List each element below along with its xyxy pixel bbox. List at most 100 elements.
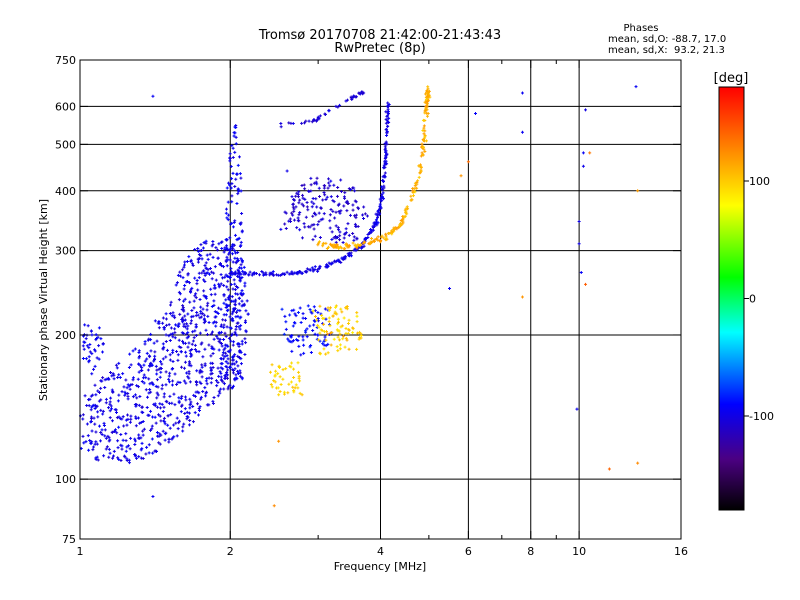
data-point [301,338,305,342]
data-point [126,444,130,448]
data-point [298,270,302,274]
data-point [268,370,272,374]
data-point [278,273,282,277]
data-point [292,388,296,392]
data-point [162,345,166,349]
data-point [286,391,290,395]
data-point [294,205,298,209]
y-tick-label: 300 [55,245,76,258]
data-point [170,383,174,387]
data-point [334,104,338,108]
data-point [287,121,291,125]
data-point [160,387,164,391]
data-point [129,436,133,440]
data-point [177,345,181,349]
data-point [335,312,339,316]
data-point [319,218,323,222]
data-point [137,403,141,407]
data-point [409,194,413,198]
data-point [131,349,135,353]
data-point [379,198,383,202]
data-point [167,377,171,381]
data-point [317,211,321,215]
data-point [237,371,241,375]
data-point [244,330,248,334]
data-point [404,210,408,214]
data-point [520,295,524,299]
data-point [291,385,295,389]
data-point [220,362,224,366]
data-point [229,348,233,352]
data-point [247,273,251,277]
data-point [316,333,320,337]
data-point [403,214,407,218]
data-point [136,377,140,381]
data-point [133,437,137,441]
data-point [321,198,325,202]
data-point [199,243,203,247]
data-point [163,432,167,436]
data-point [403,208,407,212]
data-point [206,301,210,305]
data-point [229,267,233,271]
data-point [312,227,316,231]
data-point [173,316,177,320]
data-point [117,415,121,419]
data-point [347,187,351,191]
data-point [199,397,203,401]
data-point [182,287,186,291]
data-point [309,343,313,347]
data-point [110,430,114,434]
data-point [301,193,305,197]
data-point [294,383,298,387]
data-point [157,326,161,330]
data-point [226,200,230,204]
data-point [607,467,611,471]
data-point [153,319,157,323]
data-point [297,374,301,378]
data-point [235,202,239,206]
data-point [370,240,374,244]
data-point [292,209,296,213]
data-point [584,108,588,112]
data-point [336,236,340,240]
data-point [123,393,127,397]
data-point [202,278,206,282]
x-tick-label: 16 [674,545,688,558]
data-point [584,282,588,286]
data-point [303,197,307,201]
data-point [185,410,189,414]
data-point [233,300,237,304]
data-point [376,235,380,239]
data-point [422,139,426,143]
data-point [239,362,243,366]
data-point [224,360,228,364]
y-tick-label: 100 [55,473,76,486]
data-point [416,179,420,183]
data-point [215,334,219,338]
data-point [392,226,396,230]
data-point [146,413,150,417]
data-point [88,343,92,347]
data-point [237,355,241,359]
data-point [137,354,141,358]
data-point [117,425,121,429]
data-point [290,361,294,365]
data-point [198,368,202,372]
y-tick-label: 600 [55,100,76,113]
data-point [298,211,302,215]
data-point [150,437,154,441]
data-point [230,244,234,248]
data-point [145,445,149,449]
x-tick-label: 8 [527,545,534,558]
data-point [96,458,100,462]
data-point [385,131,389,135]
data-point [198,331,202,335]
data-point [339,325,343,329]
data-point [128,447,132,451]
data-point [135,396,139,400]
data-point [288,217,292,221]
data-point [103,378,107,382]
data-point [222,292,226,296]
data-point [154,384,158,388]
